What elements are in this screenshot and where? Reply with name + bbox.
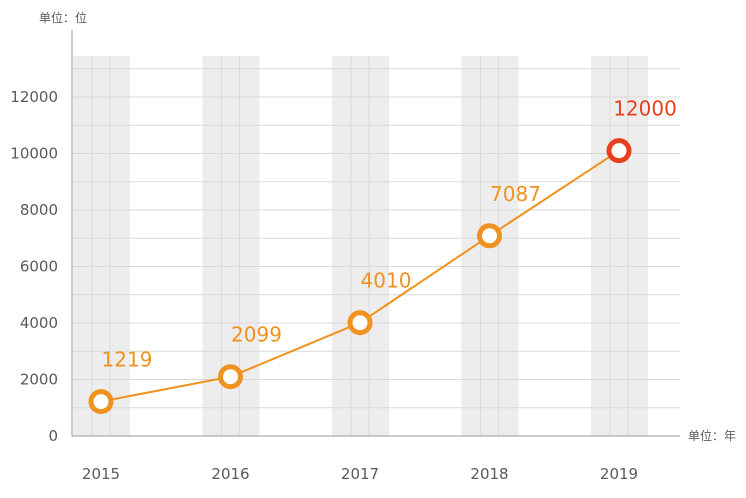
- data-label-2015: 1219: [102, 348, 153, 372]
- data-points: [88, 138, 632, 415]
- data-label-2018: 7087: [490, 182, 541, 206]
- y-tick-2000: 2000: [20, 371, 58, 389]
- x-tick-2019: 2019: [600, 465, 638, 483]
- y-tick-6000: 6000: [20, 258, 58, 276]
- horizontal-gridlines: [72, 68, 680, 409]
- x-tick-2017: 2017: [341, 465, 379, 483]
- data-labels: 1219 2099 4010 7087 12000: [102, 97, 677, 372]
- point-2019: [606, 138, 632, 164]
- point-2017: [347, 310, 373, 336]
- point-2016: [218, 364, 243, 390]
- point-2018: [477, 223, 502, 249]
- data-label-2016: 2099: [231, 323, 282, 347]
- y-unit-label: 单位：位: [39, 10, 87, 25]
- y-tick-labels: 0 2000 4000 6000 8000 10000 12000: [10, 88, 58, 445]
- x-tick-2016: 2016: [211, 465, 249, 483]
- data-label-2017: 4010: [361, 269, 412, 293]
- x-unit-label: 单位：年: [688, 428, 736, 443]
- band-2017: [332, 56, 389, 436]
- band-2019: [591, 56, 648, 436]
- y-tick-8000: 8000: [20, 201, 58, 219]
- x-tick-labels: 2015 2016 2017 2018 2019: [82, 465, 638, 483]
- y-tick-4000: 4000: [20, 314, 58, 332]
- x-tick-2018: 2018: [470, 465, 508, 483]
- y-tick-10000: 10000: [10, 145, 58, 163]
- band-2015: [73, 56, 130, 436]
- data-label-2019: 12000: [613, 97, 677, 121]
- point-2015: [88, 389, 114, 415]
- x-tick-2015: 2015: [82, 465, 120, 483]
- y-tick-12000: 12000: [10, 88, 58, 106]
- y-tick-0: 0: [48, 427, 58, 445]
